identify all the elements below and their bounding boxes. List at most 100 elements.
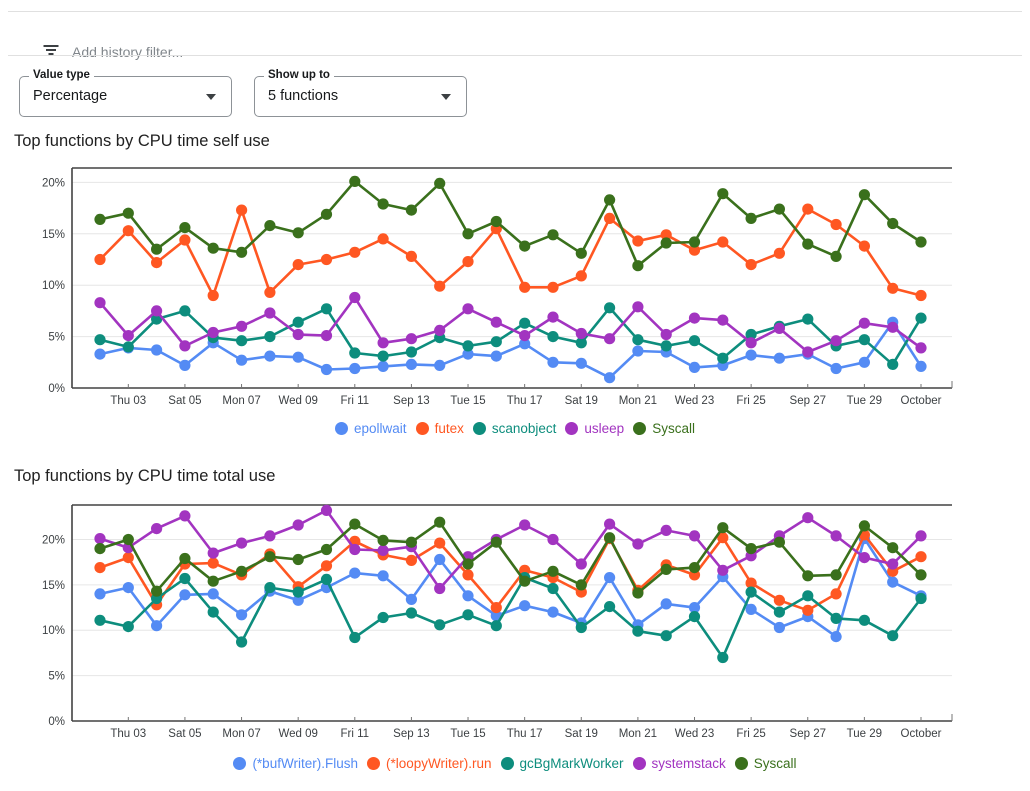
data-point-systemstack[interactable] bbox=[94, 533, 106, 545]
data-point-usleep[interactable] bbox=[802, 346, 814, 358]
data-point-Syscall[interactable] bbox=[264, 220, 276, 232]
data-point-(*bufWriter).Flush[interactable] bbox=[887, 576, 899, 588]
data-point-futex[interactable] bbox=[915, 289, 927, 302]
data-point-systemstack[interactable] bbox=[547, 533, 559, 546]
data-point-Syscall[interactable] bbox=[745, 212, 757, 224]
data-point-epollwait[interactable] bbox=[236, 354, 248, 366]
data-point-(*loopyWriter).run[interactable] bbox=[830, 588, 842, 600]
legend-item-gcBgMarkWorker[interactable]: gcBgMarkWorker bbox=[500, 756, 624, 771]
data-point-usleep[interactable] bbox=[151, 305, 163, 317]
data-point-gcBgMarkWorker[interactable] bbox=[773, 606, 786, 618]
data-point-futex[interactable] bbox=[887, 282, 899, 294]
data-point-scanobject[interactable] bbox=[264, 331, 276, 343]
data-point-systemstack[interactable] bbox=[377, 544, 389, 556]
data-point-gcBgMarkWorker[interactable] bbox=[122, 621, 134, 633]
data-point-Syscall[interactable] bbox=[405, 536, 417, 548]
data-point-systemstack[interactable] bbox=[236, 537, 248, 549]
data-point-Syscall[interactable] bbox=[151, 585, 163, 597]
data-point-epollwait[interactable] bbox=[349, 362, 361, 375]
data-point-usleep[interactable] bbox=[377, 337, 389, 349]
data-point-epollwait[interactable] bbox=[688, 361, 701, 373]
data-point-gcBgMarkWorker[interactable] bbox=[575, 621, 587, 634]
data-point-Syscall[interactable] bbox=[915, 569, 927, 581]
data-point-Syscall[interactable] bbox=[122, 533, 134, 546]
data-point-(*bufWriter).Flush[interactable] bbox=[547, 606, 559, 618]
data-point-gcBgMarkWorker[interactable] bbox=[858, 614, 871, 626]
data-point-gcBgMarkWorker[interactable] bbox=[547, 582, 559, 595]
data-point-Syscall[interactable] bbox=[236, 246, 248, 258]
data-point-Syscall[interactable] bbox=[773, 536, 786, 548]
data-point-gcBgMarkWorker[interactable] bbox=[434, 619, 446, 631]
data-point-Syscall[interactable] bbox=[575, 247, 587, 259]
data-point-futex[interactable] bbox=[320, 253, 333, 266]
data-point-epollwait[interactable] bbox=[292, 351, 304, 363]
data-point-futex[interactable] bbox=[151, 257, 163, 269]
data-point-gcBgMarkWorker[interactable] bbox=[717, 651, 729, 664]
data-point-Syscall[interactable] bbox=[887, 217, 899, 230]
data-point-usleep[interactable] bbox=[632, 301, 644, 313]
data-point-Syscall[interactable] bbox=[405, 204, 417, 216]
data-point-epollwait[interactable] bbox=[915, 360, 927, 372]
data-point-usleep[interactable] bbox=[462, 303, 474, 315]
data-point-(*loopyWriter).run[interactable] bbox=[717, 532, 729, 544]
data-point-Syscall[interactable] bbox=[660, 563, 672, 575]
data-point-systemstack[interactable] bbox=[915, 530, 927, 542]
data-point-scanobject[interactable] bbox=[858, 334, 871, 346]
data-point-epollwait[interactable] bbox=[179, 359, 191, 371]
data-point-systemstack[interactable] bbox=[264, 530, 276, 542]
data-point-gcBgMarkWorker[interactable] bbox=[490, 620, 502, 632]
data-point-usleep[interactable] bbox=[490, 316, 502, 328]
data-point-futex[interactable] bbox=[292, 259, 304, 271]
data-point-scanobject[interactable] bbox=[349, 347, 361, 359]
data-point-epollwait[interactable] bbox=[745, 349, 757, 361]
data-point-gcBgMarkWorker[interactable] bbox=[207, 606, 219, 618]
data-point-Syscall[interactable] bbox=[604, 194, 616, 206]
data-point-scanobject[interactable] bbox=[236, 335, 248, 347]
data-point-epollwait[interactable] bbox=[604, 372, 616, 384]
data-point-futex[interactable] bbox=[207, 289, 219, 302]
data-point-futex[interactable] bbox=[688, 244, 701, 256]
data-point-Syscall[interactable] bbox=[292, 227, 304, 239]
data-point-(*loopyWriter).run[interactable] bbox=[773, 594, 786, 606]
data-point-usleep[interactable] bbox=[745, 337, 757, 349]
data-point-usleep[interactable] bbox=[604, 333, 616, 345]
data-point-usleep[interactable] bbox=[887, 321, 899, 333]
data-point-gcBgMarkWorker[interactable] bbox=[887, 630, 899, 642]
data-point-usleep[interactable] bbox=[179, 340, 191, 352]
data-point-Syscall[interactable] bbox=[462, 558, 474, 570]
data-point-gcBgMarkWorker[interactable] bbox=[802, 590, 814, 602]
data-point-scanobject[interactable] bbox=[745, 328, 757, 341]
data-point-usleep[interactable] bbox=[547, 311, 559, 323]
data-point-(*bufWriter).Flush[interactable] bbox=[179, 589, 191, 601]
data-point-Syscall[interactable] bbox=[236, 565, 248, 577]
data-point-Syscall[interactable] bbox=[632, 260, 644, 272]
data-point-epollwait[interactable] bbox=[547, 356, 559, 368]
legend-item-futex[interactable]: futex bbox=[415, 421, 464, 436]
data-point-gcBgMarkWorker[interactable] bbox=[179, 572, 191, 585]
data-point-Syscall[interactable] bbox=[830, 250, 842, 262]
legend-item-scanobject[interactable]: scanobject bbox=[472, 421, 556, 436]
data-point-Syscall[interactable] bbox=[349, 175, 361, 187]
data-point-(*bufWriter).Flush[interactable] bbox=[604, 572, 616, 584]
data-point-(*bufWriter).Flush[interactable] bbox=[349, 567, 361, 579]
data-point-usleep[interactable] bbox=[858, 317, 871, 329]
data-point-scanobject[interactable] bbox=[462, 340, 474, 352]
data-point-(*loopyWriter).run[interactable] bbox=[122, 552, 134, 564]
data-point-gcBgMarkWorker[interactable] bbox=[320, 573, 333, 585]
data-point-Syscall[interactable] bbox=[887, 542, 899, 554]
data-point-scanobject[interactable] bbox=[122, 341, 134, 353]
data-point-systemstack[interactable] bbox=[575, 558, 587, 570]
data-point-epollwait[interactable] bbox=[94, 348, 106, 360]
data-point-usleep[interactable] bbox=[688, 312, 701, 324]
data-point-scanobject[interactable] bbox=[604, 302, 616, 314]
data-point-(*loopyWriter).run[interactable] bbox=[915, 551, 927, 563]
data-point-Syscall[interactable] bbox=[377, 534, 389, 546]
filter-input-placeholder[interactable]: Add history filter... bbox=[72, 44, 184, 60]
data-point-systemstack[interactable] bbox=[349, 543, 361, 556]
data-point-(*loopyWriter).run[interactable] bbox=[462, 569, 474, 581]
data-point-Syscall[interactable] bbox=[320, 543, 333, 556]
data-point-futex[interactable] bbox=[660, 229, 672, 241]
data-point-futex[interactable] bbox=[236, 204, 248, 216]
data-point-epollwait[interactable] bbox=[264, 350, 276, 362]
data-point-Syscall[interactable] bbox=[179, 222, 191, 234]
